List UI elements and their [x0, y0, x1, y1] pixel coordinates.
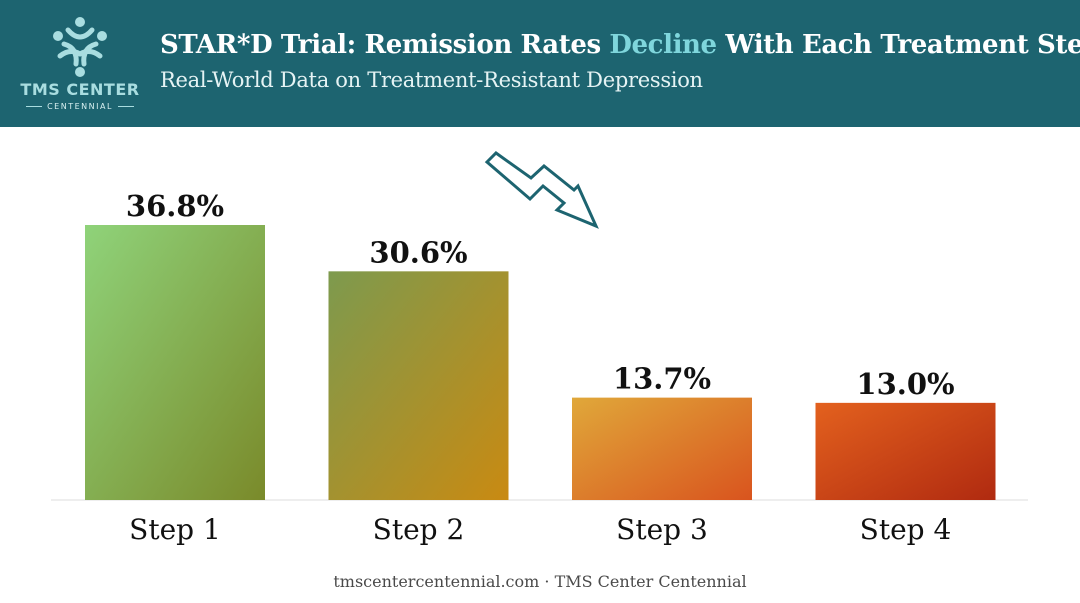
zigzag-down-arrow-icon	[484, 151, 599, 229]
footer-text: tmscentercentennial.com · TMS Center Cen…	[333, 572, 747, 591]
stylized-people-circle-icon	[53, 17, 107, 77]
bar-3	[572, 397, 752, 500]
bar-2	[328, 271, 509, 500]
logo-name: TMS CENTER	[20, 80, 140, 99]
title-part-1: STAR*D Trial: Remission Rates	[160, 30, 610, 60]
header-banner: TMS CENTER CENTENNIAL STAR*D Trial: Remi…	[0, 0, 1080, 127]
bar-chart: 36.8% Step 1 30.6% Step 2 13.7% Step 3 13.0% St…	[51, 151, 1028, 546]
bar-value-label-1: 36.8%	[126, 189, 224, 223]
bar-1	[85, 225, 265, 500]
bar-value-label-4: 13.0%	[856, 367, 954, 401]
x-tick-label-4: Step 4	[860, 513, 952, 546]
page-title: STAR*D Trial: Remission Rates Decline Wi…	[160, 30, 1080, 60]
bar-value-label-2: 30.6%	[369, 235, 467, 269]
logo: TMS CENTER CENTENNIAL	[20, 14, 140, 114]
bar-4	[815, 402, 996, 500]
page-subtitle: Real-World Data on Treatment-Resistant D…	[160, 68, 703, 92]
bar-value-label-3: 13.7%	[613, 362, 711, 396]
title-part-2: With Each Treatment Step	[716, 30, 1080, 60]
logo-subtitle: CENTENNIAL	[20, 102, 140, 111]
x-tick-label-2: Step 2	[373, 513, 465, 546]
x-tick-label-3: Step 3	[616, 513, 708, 546]
title-accent: Decline	[609, 30, 717, 60]
x-tick-label-1: Step 1	[129, 513, 221, 546]
